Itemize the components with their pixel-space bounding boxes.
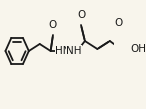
Text: HN: HN (55, 46, 71, 56)
Text: O: O (49, 20, 57, 30)
Text: OH: OH (130, 44, 146, 54)
Text: NH: NH (66, 46, 82, 56)
Text: O: O (114, 18, 122, 28)
Text: O: O (77, 10, 85, 20)
